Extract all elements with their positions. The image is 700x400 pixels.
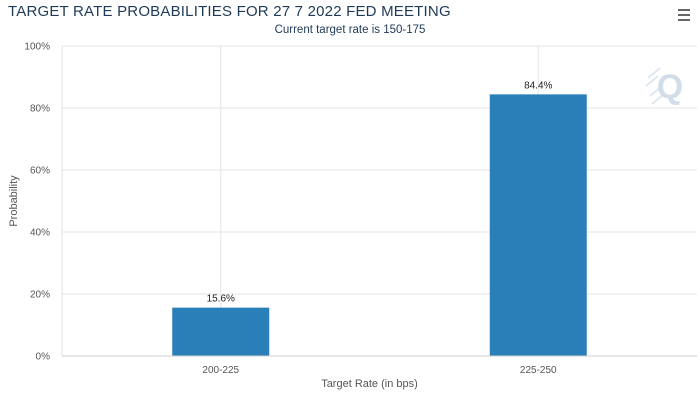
watermark-text: Q: [657, 68, 683, 106]
data-labels: 15.6% 84.4%: [207, 80, 553, 304]
y-tick-label: 0%: [36, 352, 51, 363]
y-tick-label: 60%: [30, 166, 50, 177]
y-tick-label: 20%: [30, 290, 50, 301]
y-tick-label: 100%: [24, 42, 50, 53]
bar-200-225: [172, 307, 270, 356]
grid-lines: [62, 45, 697, 357]
y-tick-label: 80%: [30, 104, 50, 115]
hamburger-menu-icon[interactable]: [676, 7, 694, 23]
chart-title: TARGET RATE PROBABILITIES FOR 27 7 2022 …: [8, 3, 451, 20]
x-axis-title: Target Rate (in bps): [321, 378, 418, 390]
axes: 0% 20% 40% 60% 80% 100% 200-225 225-250 Target R…: [8, 42, 697, 390]
bar-225-250: [489, 94, 587, 357]
watermark-logo: Q: [645, 67, 683, 106]
x-tick-label: 200-225: [202, 365, 239, 376]
bars: [172, 94, 587, 357]
chart-subtitle: Current target rate is 150-175: [274, 24, 426, 36]
data-label: 84.4%: [524, 80, 552, 91]
x-tick-label: 225-250: [520, 365, 557, 376]
y-axis-title: Probability: [8, 175, 20, 227]
y-tick-label: 40%: [30, 228, 50, 239]
data-label: 15.6%: [207, 294, 235, 305]
